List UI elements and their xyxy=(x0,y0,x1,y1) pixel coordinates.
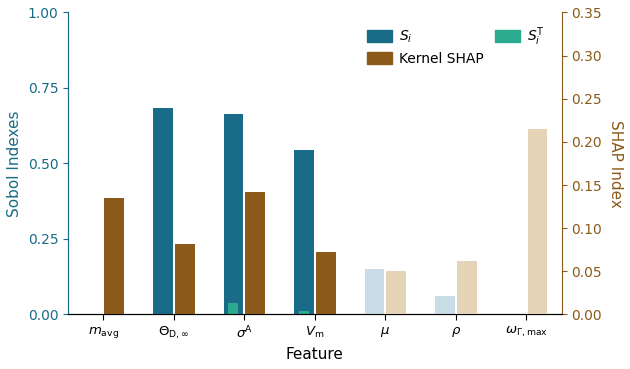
Bar xyxy=(245,192,265,314)
Bar xyxy=(440,309,450,314)
Bar xyxy=(229,303,238,314)
Bar xyxy=(316,252,336,314)
X-axis label: Feature: Feature xyxy=(286,347,344,362)
Bar xyxy=(105,198,124,314)
Bar xyxy=(294,150,314,314)
Legend: $S_i$, Kernel SHAP, $S_i^\mathrm{T}$: $S_i$, Kernel SHAP, $S_i^\mathrm{T}$ xyxy=(362,20,550,72)
Y-axis label: Sobol Indexes: Sobol Indexes xyxy=(7,110,22,217)
Bar xyxy=(457,261,477,314)
Bar xyxy=(527,129,547,314)
Bar xyxy=(224,114,243,314)
Bar xyxy=(386,271,406,314)
Y-axis label: SHAP Index: SHAP Index xyxy=(608,120,623,207)
Bar xyxy=(435,296,455,314)
Bar xyxy=(153,108,173,314)
Bar xyxy=(365,269,384,314)
Bar xyxy=(175,244,195,314)
Bar xyxy=(299,311,309,314)
